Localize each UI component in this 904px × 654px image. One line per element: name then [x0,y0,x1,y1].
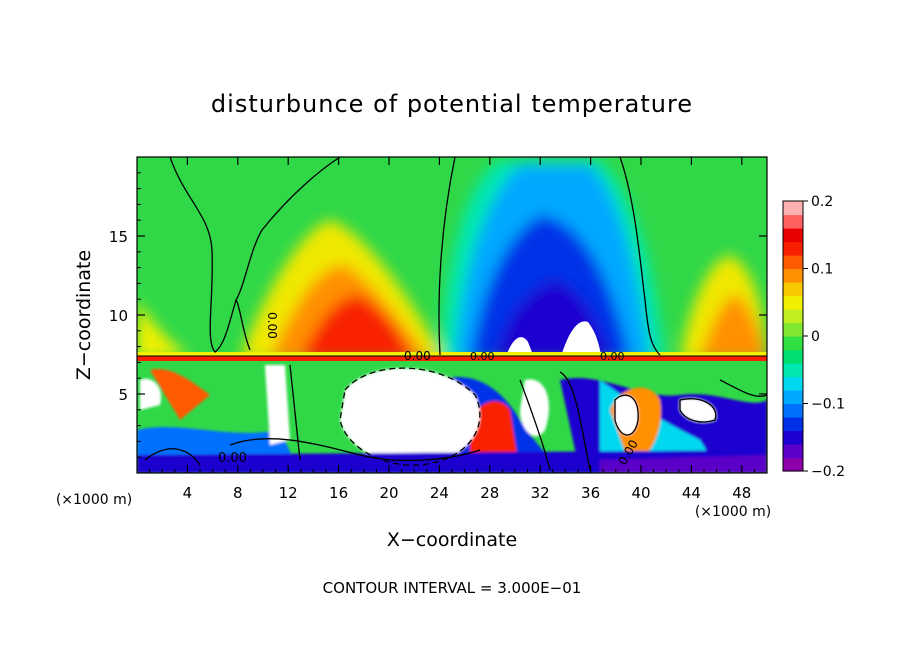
interface-band [137,356,767,361]
colorbar-segment [783,282,803,297]
colorbar-segment [783,349,803,364]
white-blob-main [340,368,480,466]
colorbar-segment [783,376,803,391]
lower-contour-9 [719,379,767,397]
contour-label: 0.00 [470,350,495,363]
colorbar-segment [783,201,803,216]
colorbar-segment [783,241,803,256]
zero-contour-lobe [235,299,251,351]
lower-contour-4 [614,394,639,436]
lower-contour-8 [559,371,591,471]
white-blob-left [140,378,161,410]
colorbar-segment [783,417,803,432]
lower-field [137,352,767,473]
lower-contour-7 [519,379,551,471]
colorbar-segment [783,390,803,405]
white-blob-4 [615,395,639,435]
contour-label: 0.00 [600,350,625,363]
colorbar-segment [783,457,803,472]
contour-lines [137,157,767,471]
colorbar-segment [783,403,803,418]
lower-contour-5 [679,398,717,423]
white-blob-5 [680,398,716,422]
colorbar-segment [783,214,803,229]
warm-plume-right-core [700,295,767,360]
x-tick-label: 16 [329,484,348,502]
colorbar-segment [783,363,803,378]
x-tick-label: 4 [183,484,193,502]
white-blob-2 [265,365,290,445]
warm-region-1 [150,369,210,420]
lower-contour-6 [289,364,301,461]
colorbar-segment [783,444,803,459]
plot-area [137,157,767,473]
lower-contour-1 [144,448,201,466]
x-tick-label: 8 [233,484,243,502]
warm-plume-left [137,300,190,360]
x-axis: 4 8 12 16 20 24 28 32 36 40 44 48 [149,157,755,502]
zero-contour-right [619,157,661,356]
x-tick-label: 12 [279,484,298,502]
contour-label: 0.00 [218,451,247,466]
zero-contour-center [438,157,456,356]
purple-band-bottom [600,455,767,473]
x-tick-label: 32 [531,484,550,502]
colorbar-segment [783,336,803,351]
colorbar-segment [783,228,803,243]
contour-label: 0.00 [265,312,279,339]
lower-contour-3 [339,367,481,466]
colorbar-tick-label: −0.1 [811,397,845,413]
x-tick-label: 24 [430,484,449,502]
x-axis-unit-left: (×1000 m) [56,492,132,508]
interface-band-light [137,352,767,356]
y-tick-label: 15 [109,228,128,246]
colorbar-segment [783,255,803,270]
x-tick-label: 36 [581,484,600,502]
x-tick-label: 20 [379,484,398,502]
y-tick-label: 10 [109,307,128,325]
white-blob-3 [520,379,549,437]
x-tick-label: 28 [480,484,499,502]
colorbar-segment [783,430,803,445]
colorbar-tick-label: 0.1 [811,262,833,278]
x-tick-label: 40 [631,484,650,502]
colorbar-tick-label: 0.2 [811,194,833,210]
chart-title: disturbunce of potential temperature [211,90,693,118]
warm-plume-center-core [300,295,415,360]
x-axis-unit-right: (×1000 m) [695,504,771,520]
y-axis-label: Z−coordinate [73,250,95,380]
white-patch-2 [560,321,602,360]
y-tick-label: 5 [118,386,128,404]
colorbar-segment [783,322,803,337]
colorbar-segment [783,268,803,283]
colorbar-segment [783,295,803,310]
contour-interval-note: CONTOUR INTERVAL = 3.000E−01 [323,579,582,597]
colorbar-tick-label: 0 [811,329,820,345]
colorbar-segment [783,309,803,324]
colorbar: 0.2 0.1 0 −0.1 −0.2 [782,194,845,480]
x-tick-label: 48 [732,484,751,502]
x-axis-label: X−coordinate [387,529,517,551]
contour-label-group: 0.00 0.00 0.00 0.00 0.00 0.00 [218,312,641,468]
y-axis: 5 10 15 [109,172,767,458]
colorbar-tick-label: −0.2 [811,464,845,480]
x-tick-label: 44 [682,484,701,502]
zero-contour-left [169,157,341,353]
contour-label: 0.00 [404,349,431,363]
